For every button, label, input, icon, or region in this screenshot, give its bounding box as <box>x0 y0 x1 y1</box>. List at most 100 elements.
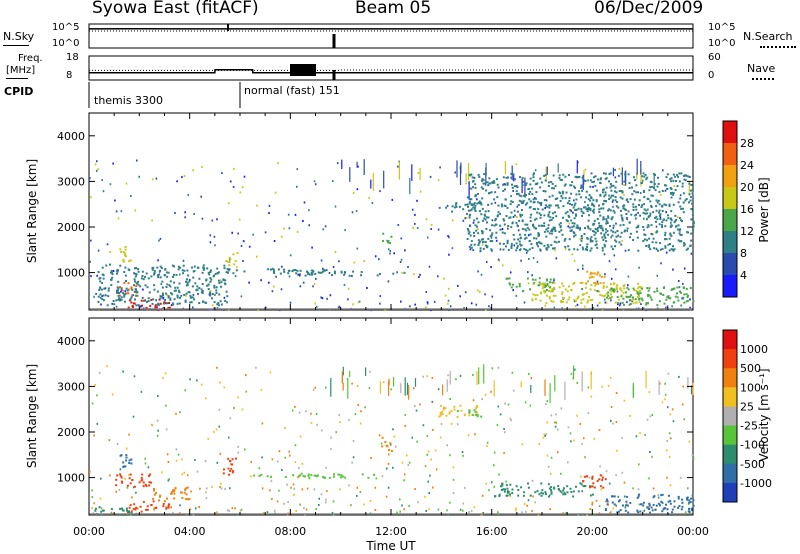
power-region-3-cell <box>163 274 166 276</box>
power-streak <box>485 167 487 186</box>
power-region-3-cell <box>220 281 223 284</box>
power-region-13-cell <box>477 244 480 246</box>
power-region-13-cell <box>593 176 596 179</box>
power-scatter-cell <box>90 275 92 278</box>
velocity-scatter-cell <box>375 477 378 480</box>
power-region-13-cell <box>587 198 590 201</box>
power-region-12-cell <box>636 292 639 295</box>
power-region-11-cell <box>591 272 594 275</box>
velocity-region-6-cell <box>386 445 389 448</box>
velocity-scatter-cell <box>609 512 611 515</box>
velocity-region-11-cell <box>665 503 667 506</box>
velocity-region-9-cell <box>540 491 543 494</box>
power-region-13-cell <box>552 216 555 219</box>
power-scatter-cell <box>97 168 99 171</box>
velocity-scatter-cell <box>481 398 483 401</box>
power-scatter-cell <box>222 308 225 311</box>
power-region-13-cell <box>675 225 678 228</box>
velocity-scatter-cell <box>91 507 93 510</box>
power-region-13-cell <box>644 212 647 215</box>
power-region-13-cell <box>566 202 569 205</box>
power-region-13-cell <box>478 200 481 203</box>
power-region-12-cell <box>667 295 670 298</box>
power-regions <box>97 172 695 311</box>
power-region-10-cell <box>554 294 557 297</box>
power-region-3-cell <box>174 289 177 292</box>
velocity-scatter-cell <box>661 401 664 404</box>
power-region-3-cell <box>190 296 193 299</box>
velocity-region-1-cell <box>149 473 152 476</box>
power-region-13-cell <box>593 219 596 222</box>
power-ytick-label-1: 2000 <box>57 221 85 234</box>
power-region-13-cell <box>468 216 471 219</box>
power-region-13-cell <box>602 218 605 220</box>
power-region-10-cell <box>610 295 613 298</box>
power-region-13-cell <box>529 206 532 209</box>
power-region-10-cell <box>531 299 534 302</box>
power-region-3-cell <box>153 271 156 274</box>
power-region-13-cell <box>643 208 646 211</box>
power-region-12-cell <box>656 304 659 307</box>
velocity-scatter-cell <box>546 400 548 403</box>
nsearch-label: N.Search <box>743 30 793 43</box>
power-region-1-cell <box>123 281 126 284</box>
power-region-13-cell <box>547 215 550 218</box>
velocity-region-9-cell <box>509 493 511 496</box>
velocity-scatter-cell <box>330 436 332 439</box>
power-region-13-cell <box>623 208 626 211</box>
power-region-10-cell <box>599 294 602 296</box>
velocity-scatter-cell <box>623 399 626 402</box>
velocity-scatter-cell <box>298 411 301 414</box>
power-scatter-cell <box>313 282 316 285</box>
velocity-region-11-cell <box>688 499 691 502</box>
velocity-scatter-cell <box>219 452 222 455</box>
power-region-3-cell <box>213 286 216 289</box>
power-region-3-cell <box>137 304 140 307</box>
power-region-13-cell <box>553 226 556 229</box>
power-region-13-cell <box>526 223 529 226</box>
velocity-region-1-cell <box>150 481 153 484</box>
power-region-0-cell <box>127 306 130 309</box>
power-scatter-cell <box>655 247 658 250</box>
velocity-scatter-cell <box>229 417 232 420</box>
velocity-region-9-cell <box>548 487 551 490</box>
power-region-13-cell <box>545 228 548 231</box>
velocity-scatter-cell <box>140 390 143 393</box>
power-region-13-cell <box>683 178 686 181</box>
power-scatter-cell <box>532 257 535 260</box>
power-scatter-cell <box>89 260 91 263</box>
power-scatter-cell <box>623 184 625 187</box>
velocity-region-9-cell <box>501 488 504 491</box>
power-region-0-cell <box>157 308 160 311</box>
velocity-scatter-cell <box>96 394 98 397</box>
power-scatter-cell <box>612 205 614 208</box>
power-region-13-cell <box>499 242 501 245</box>
velocity-scatter-cell <box>455 378 457 381</box>
power-scatter-cell <box>662 169 664 172</box>
power-region-13-cell <box>668 203 671 206</box>
power-region-13-cell <box>611 234 614 237</box>
power-region-3-cell <box>167 271 170 274</box>
power-region-13-cell <box>592 211 595 214</box>
power-scatter-cell <box>288 275 291 278</box>
power-region-13-cell <box>685 198 688 200</box>
power-scatter-cell <box>555 257 558 260</box>
power-scatter-cell <box>516 205 519 208</box>
power-region-13-cell <box>585 248 587 251</box>
power-region-13-cell <box>471 176 474 179</box>
power-region-13-cell <box>478 175 481 178</box>
power-region-3-cell <box>185 278 188 281</box>
power-scatter-cell <box>101 179 103 182</box>
power-region-13-cell <box>689 244 692 247</box>
power-scatter-cell <box>418 276 420 279</box>
power-region-13-cell <box>544 190 547 193</box>
power-region-5-cell <box>277 268 280 271</box>
power-region-3-cell <box>203 267 206 270</box>
velocity-scatter-cell <box>642 510 645 513</box>
power-region-13-cell <box>548 206 551 209</box>
velocity-scatter-cell <box>565 511 567 514</box>
power-region-13-cell <box>626 227 629 230</box>
velocity-scatter-cell <box>286 483 288 486</box>
power-region-13-cell <box>532 201 535 204</box>
